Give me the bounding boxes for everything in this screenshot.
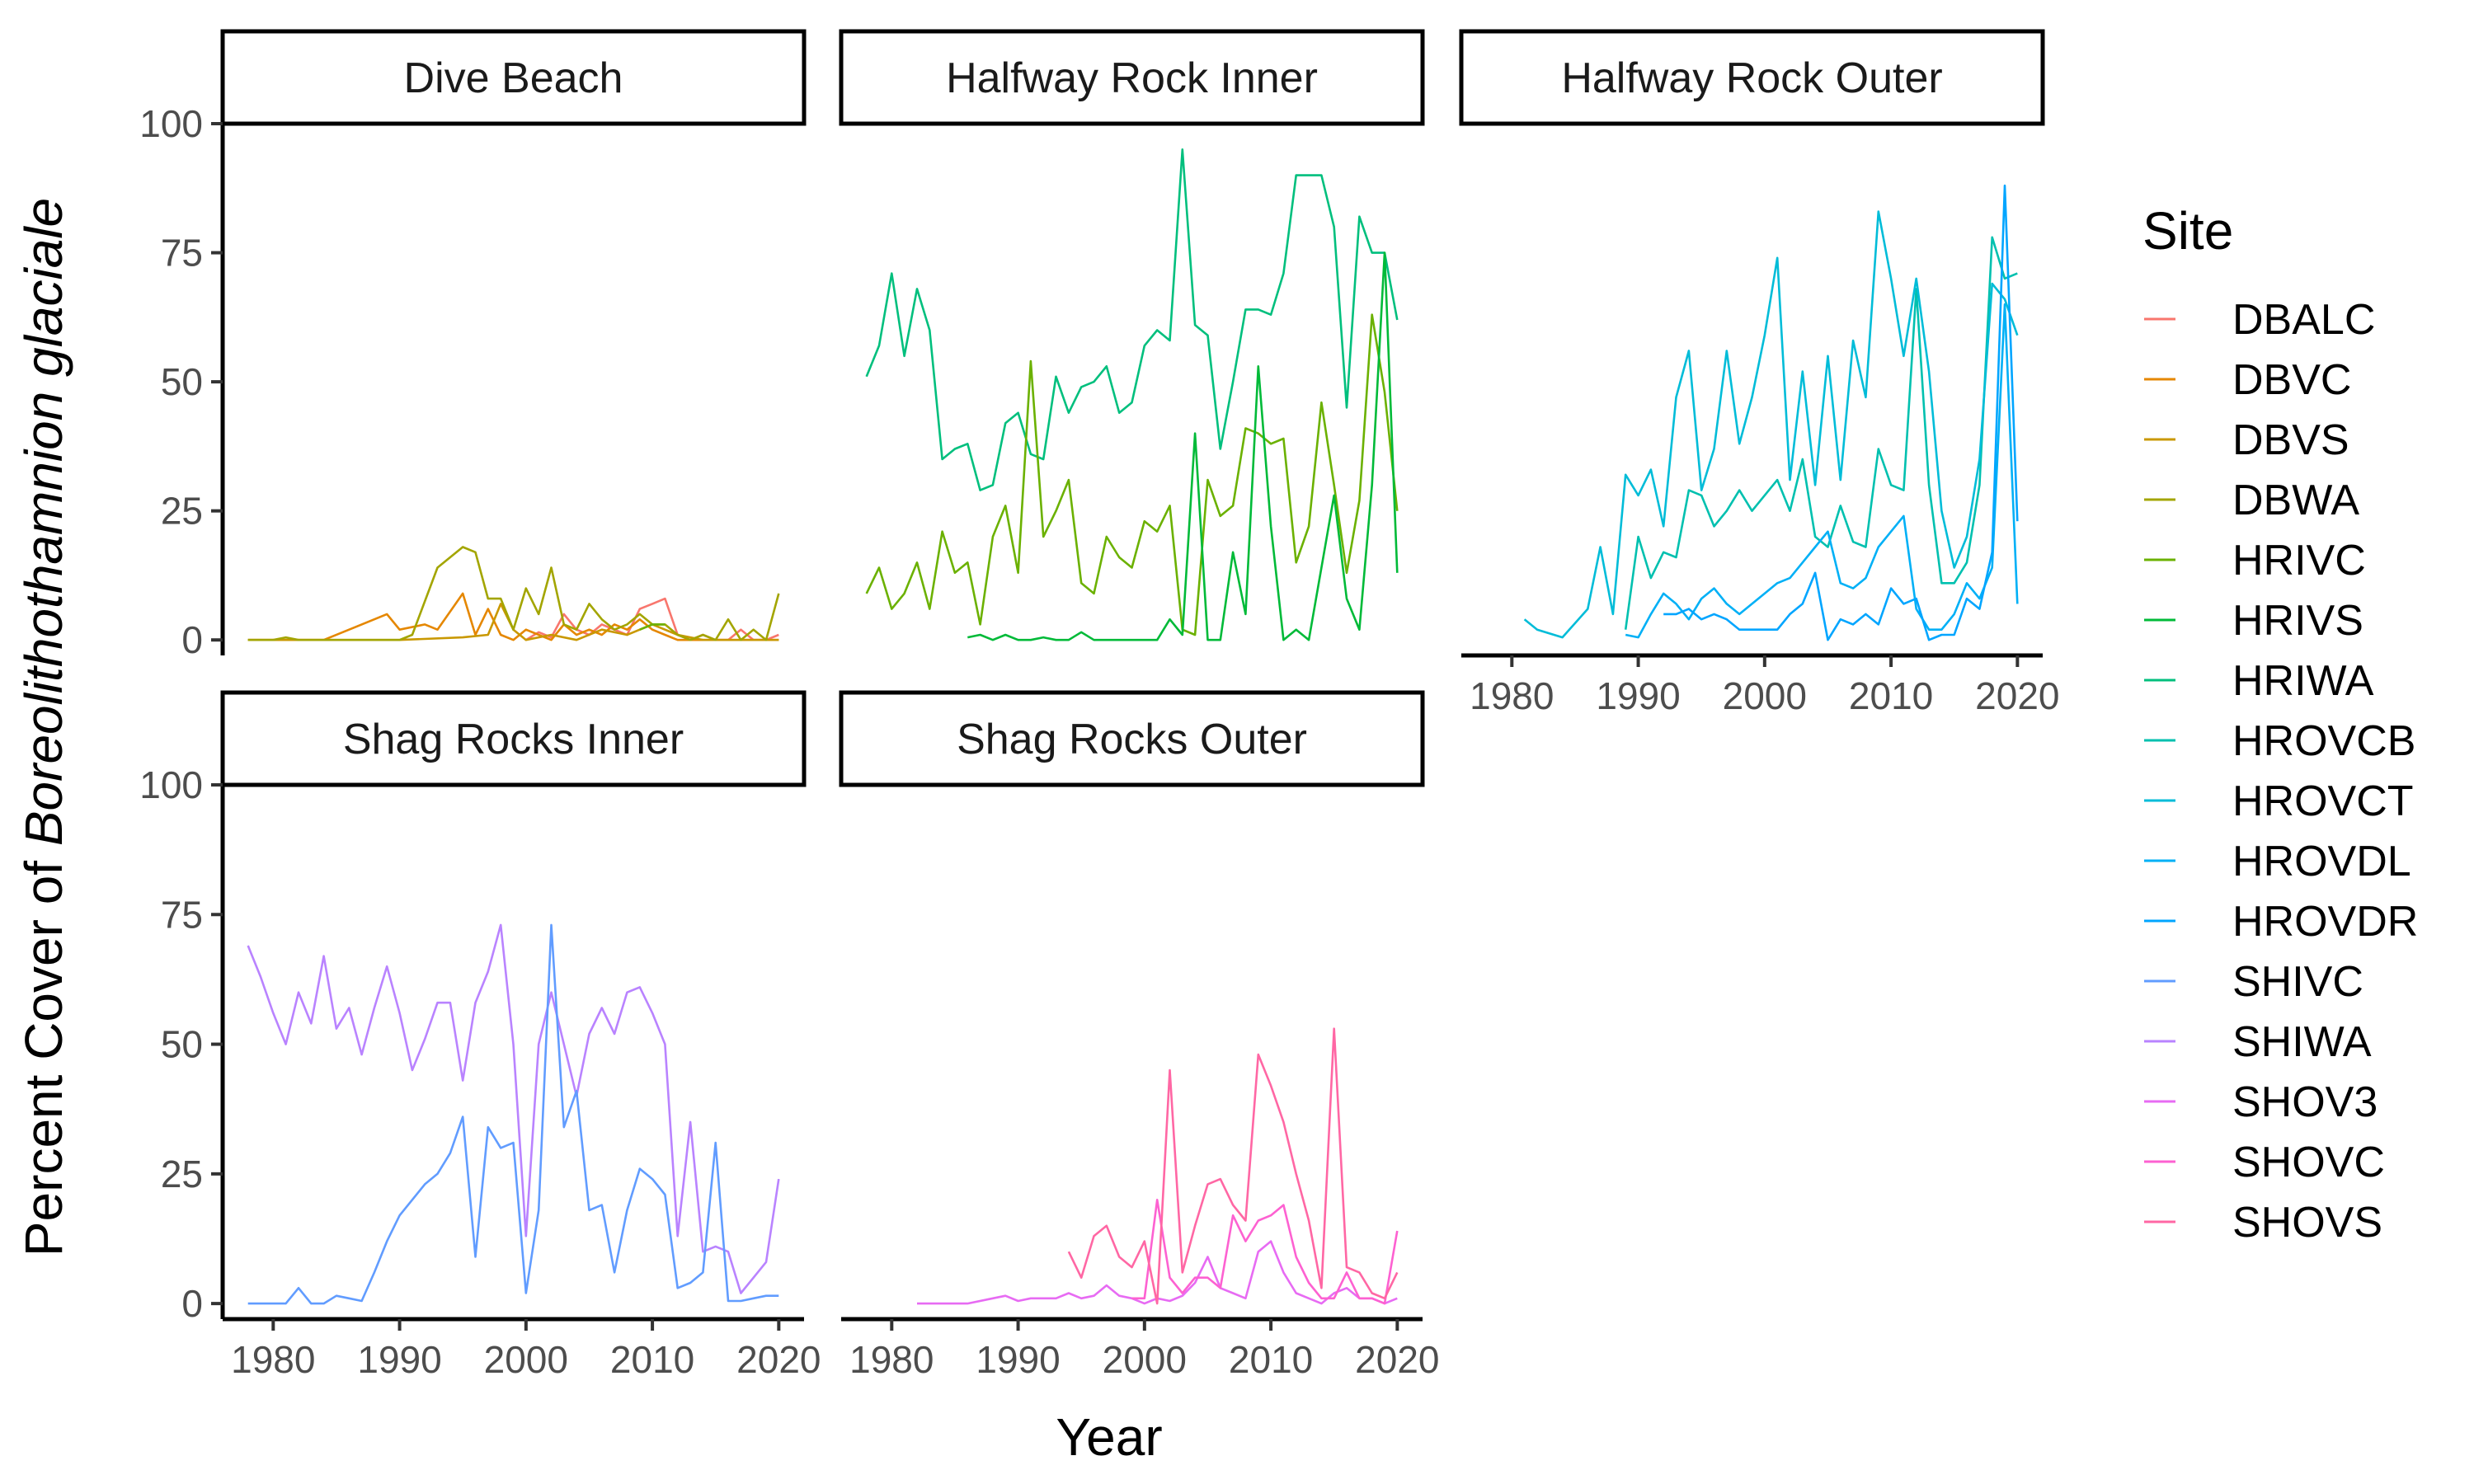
legend-label: DBVS (2232, 416, 2349, 464)
panel-shag-rocks-inner: Shag Rocks Inner 0 25 50 75 100 1980 1990 2000 20… (139, 690, 821, 1381)
legend-label: HROVDL (2232, 838, 2411, 885)
panel-title: Halfway Rock Outer (1561, 54, 1942, 102)
y-tick-label: 0 (181, 1282, 203, 1325)
legend-label: HROVCT (2232, 777, 2414, 825)
x-axis-title: Year (1056, 1407, 1162, 1467)
legend-label: HROVDR (2232, 898, 2418, 946)
legend-label: DBWA (2232, 477, 2359, 524)
legend-label: HRIVC (2232, 537, 2366, 585)
x-tick-label: 2000 (1103, 1338, 1187, 1381)
panel-dive-beach: Dive Beach 0 25 50 75 100 (139, 29, 807, 661)
panel-strip (839, 29, 1425, 126)
y-tick-label: 50 (161, 1023, 203, 1066)
series-line-hrivs (967, 251, 1399, 641)
y-tick-label: 100 (139, 102, 203, 145)
panels-layer: Dive Beach 0 25 50 75 100 Halfway Rock Inner Ha… (139, 29, 2060, 1381)
legend: Site DBALC DBVC DBVS DBWA HRIVC HRIVS HRIWA HRO… (2142, 201, 2418, 1247)
panel-strip (220, 690, 807, 787)
legend-label: SHIWA (2232, 1018, 2372, 1066)
x-tick-label: 2010 (1229, 1338, 1313, 1381)
x-tick-label: 1980 (849, 1338, 934, 1381)
legend-label: SHOVC (2232, 1139, 2385, 1186)
y-tick-label: 75 (161, 232, 203, 275)
legend-label: HRIVS (2232, 597, 2363, 645)
legend-label: DBVC (2232, 356, 2351, 404)
series-line-hrovdl (1625, 303, 2019, 639)
series-line-dbvs (247, 603, 779, 641)
panel-halfway-rock-inner: Halfway Rock Inner (839, 29, 1425, 641)
series-line-hrovdr (1663, 184, 2019, 641)
x-tick-label: 2010 (1849, 674, 1933, 717)
x-tick-label: 1990 (976, 1338, 1060, 1381)
series-line-dbalc (525, 597, 779, 641)
panel-title: Dive Beach (404, 54, 623, 102)
x-tick-label: 1990 (357, 1338, 441, 1381)
panel-strip (220, 29, 807, 126)
y-axis-title: Percent Cover of Boreolithothamnion glac… (14, 198, 73, 1256)
series-line-shov3 (917, 1240, 1398, 1305)
panel-strip (839, 690, 1425, 787)
legend-title: Site (2142, 201, 2233, 261)
legend-label: HRIWA (2232, 657, 2374, 705)
series-line-shivc (247, 923, 779, 1305)
y-tick-label: 100 (139, 763, 203, 806)
series-line-hrovcb (1624, 236, 2018, 630)
x-tick-label: 2000 (1723, 674, 1807, 717)
series-line-hrovct (1523, 210, 2019, 639)
x-tick-label: 2010 (610, 1338, 694, 1381)
legend-label: SHIVC (2232, 958, 2363, 1006)
series-line-dbvc (247, 592, 779, 641)
panel-title: Halfway Rock Inner (946, 54, 1318, 102)
legend-label: DBALC (2232, 296, 2375, 344)
y-tick-label: 25 (161, 490, 203, 533)
y-axis-title-italic: Boreolithothamnion glaciale (14, 198, 73, 846)
series-line-shiwa (247, 923, 780, 1294)
series-line-hriwa (865, 148, 1399, 491)
panel-title: Shag Rocks Inner (343, 716, 684, 763)
series-line-dbwa (247, 546, 780, 641)
x-tick-label: 2000 (484, 1338, 568, 1381)
y-tick-label: 0 (181, 618, 203, 661)
series-line-shovs (1067, 1027, 1399, 1305)
series-line-shovc (1131, 1199, 1399, 1305)
panel-shag-rocks-outer: Shag Rocks Outer 1980 1990 2000 2010 2020 (839, 690, 1440, 1381)
x-tick-label: 1980 (1470, 674, 1554, 717)
y-tick-label: 75 (161, 893, 203, 936)
x-tick-label: 2020 (1975, 674, 2059, 717)
panel-halfway-rock-outer: Halfway Rock Outer 1980 1990 2000 2010 2020 (1459, 29, 2060, 717)
y-tick-label: 25 (161, 1153, 203, 1195)
x-tick-label: 1990 (1596, 674, 1680, 717)
x-tick-label: 2020 (736, 1338, 821, 1381)
series-line-hrivc (865, 313, 1399, 636)
y-tick-label: 50 (161, 360, 203, 403)
y-axis-title-plain: Percent Cover of (14, 846, 73, 1256)
panel-title: Shag Rocks Outer (957, 716, 1307, 763)
x-tick-label: 2020 (1355, 1338, 1439, 1381)
legend-label: HROVCB (2232, 717, 2415, 765)
panel-strip (1459, 29, 2045, 126)
legend-label: SHOV3 (2232, 1078, 2378, 1126)
legend-label: SHOVS (2232, 1199, 2382, 1247)
x-tick-label: 1980 (231, 1338, 315, 1381)
series-line-hrivc (639, 623, 666, 631)
